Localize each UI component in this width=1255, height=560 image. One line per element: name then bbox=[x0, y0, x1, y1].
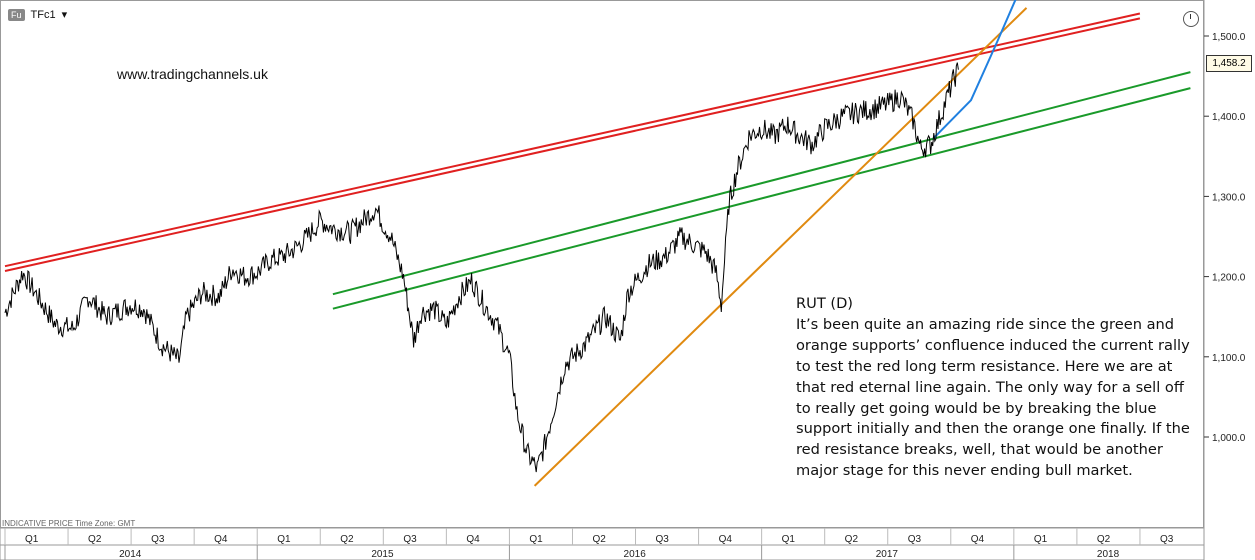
quarter-label: Q1 bbox=[277, 534, 291, 545]
clock-icon[interactable] bbox=[1183, 11, 1199, 27]
footer-info: INDICATIVE PRICE Time Zone: GMT bbox=[2, 519, 135, 528]
price-line bbox=[4, 62, 959, 473]
trendline-2 bbox=[4, 17, 1141, 272]
quarter-label: Q3 bbox=[908, 534, 922, 545]
ticker-symbol[interactable]: TFc1 bbox=[30, 8, 56, 21]
quarter-label: Q2 bbox=[845, 534, 859, 545]
last-price-marker: 1,458.2 bbox=[1206, 55, 1252, 72]
quarter-label: Q1 bbox=[1034, 534, 1048, 545]
quarter-label: Q3 bbox=[403, 534, 417, 545]
trendline-1 bbox=[4, 12, 1141, 268]
quarter-label: Q4 bbox=[466, 534, 480, 545]
quarter-label: Q4 bbox=[971, 534, 985, 545]
price-axis: 1,500.0 1,400.0 1,300.0 1,200.0 1,100.0 1,000… bbox=[1203, 0, 1246, 560]
y-tick-label: 1,200.0 bbox=[1212, 273, 1246, 284]
trendline-5 bbox=[533, 7, 1028, 487]
year-label: 2018 bbox=[1097, 549, 1120, 560]
commentary-title: RUT (D) bbox=[796, 295, 853, 312]
year-label: 2015 bbox=[371, 549, 394, 560]
quarter-label: Q4 bbox=[719, 534, 733, 545]
quarter-label: Q2 bbox=[340, 534, 354, 545]
quarter-label: Q3 bbox=[656, 534, 670, 545]
price-series-layer bbox=[4, 62, 959, 473]
commentary-body: It’s been quite an amazing ride since th… bbox=[796, 315, 1190, 480]
y-tick-label: 1,400.0 bbox=[1212, 112, 1246, 123]
quarter-label: Q1 bbox=[782, 534, 796, 545]
quarter-label: Q4 bbox=[214, 534, 228, 545]
trendlines-layer bbox=[4, 0, 1191, 487]
year-label: 2016 bbox=[624, 549, 647, 560]
y-tick-label: 1,300.0 bbox=[1212, 192, 1246, 203]
trendline-3 bbox=[332, 71, 1191, 296]
timezone-label: Time Zone: GMT bbox=[75, 519, 136, 528]
y-tick-label: 1,000.0 bbox=[1212, 433, 1246, 444]
quarter-label: Q1 bbox=[25, 534, 39, 545]
ticker-selector[interactable]: Fu TFc1 ▾ bbox=[8, 8, 67, 21]
indicative-price-label: INDICATIVE PRICE bbox=[2, 519, 73, 528]
futures-badge: Fu bbox=[8, 8, 25, 21]
time-axis: Q1 Q2 Q3 Q4 Q1 Q2 Q3 Q4 Q1 Q2 Q3 Q4 Q1 Q2 Q3 Q4 Q1 Q2 Q3 20… bbox=[0, 527, 1205, 560]
trendline-4 bbox=[332, 87, 1191, 310]
watermark-url: www.tradingchannels.uk bbox=[117, 66, 268, 82]
y-tick-label: 1,100.0 bbox=[1212, 353, 1246, 364]
quarter-label: Q2 bbox=[1097, 534, 1111, 545]
time-axis-band bbox=[0, 527, 1205, 560]
quarter-label: Q3 bbox=[151, 534, 165, 545]
quarter-label: Q2 bbox=[592, 534, 606, 545]
quarter-label: Q1 bbox=[529, 534, 543, 545]
commentary-box: RUT (D) It’s been quite an amazing ride … bbox=[796, 294, 1196, 482]
y-tick-label: 1,500.0 bbox=[1212, 32, 1246, 43]
year-label: 2014 bbox=[119, 549, 142, 560]
chevron-down-icon[interactable]: ▾ bbox=[61, 9, 68, 21]
quarter-label: Q3 bbox=[1160, 534, 1174, 545]
trendline-6 bbox=[932, 0, 1017, 140]
quarter-label: Q2 bbox=[88, 534, 102, 545]
year-label: 2017 bbox=[876, 549, 899, 560]
